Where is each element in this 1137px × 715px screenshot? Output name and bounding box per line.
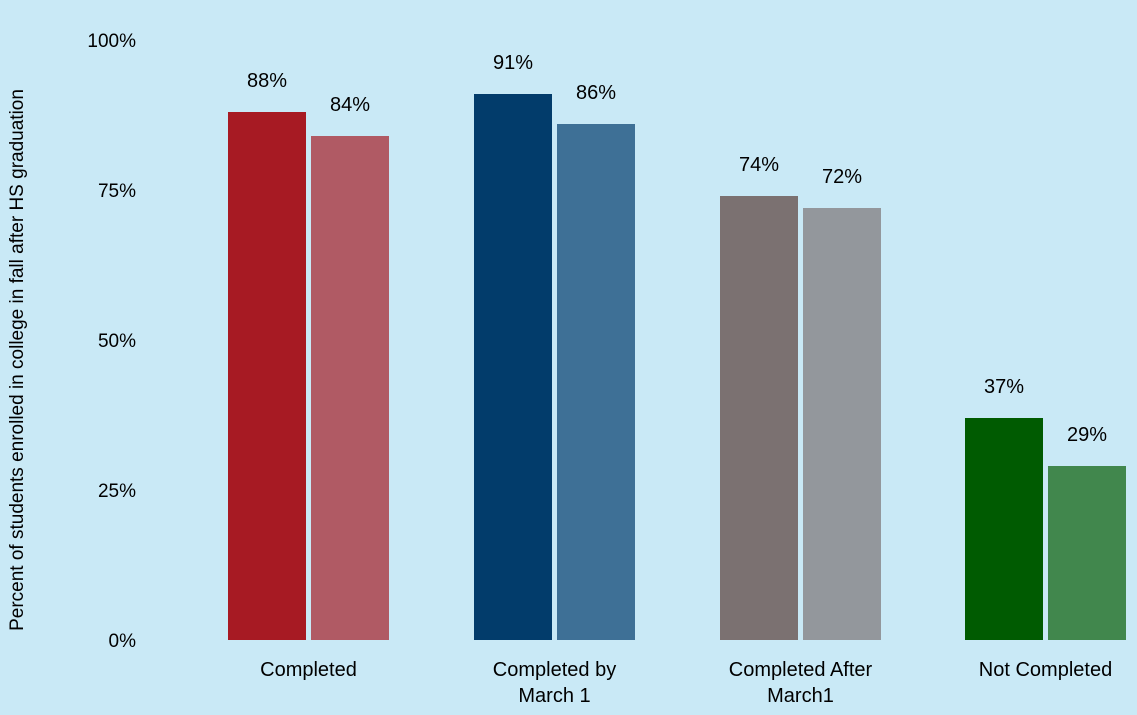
category-labels: Completed Completed by March 1 Completed Af…	[260, 659, 1112, 707]
data-label: 88%	[247, 70, 287, 92]
data-label: 72%	[822, 166, 862, 188]
data-label: 74%	[739, 154, 779, 176]
category-label: Completed After	[729, 659, 873, 681]
data-label: 37%	[984, 376, 1024, 398]
data-labels: 88% 84% 91% 86% 74% 72% 37% 29%	[247, 52, 1107, 446]
y-tick-label: 0%	[109, 631, 137, 652]
bar	[474, 94, 552, 640]
category-label: Completed by	[493, 659, 616, 681]
y-axis-ticks: 0% 25% 50% 75% 100%	[87, 31, 136, 652]
y-tick-label: 75%	[98, 181, 136, 202]
bar	[557, 124, 635, 640]
bar	[311, 136, 389, 640]
category-label: March1	[767, 685, 834, 707]
y-tick-label: 25%	[98, 481, 136, 502]
category-label: Completed	[260, 659, 357, 681]
y-tick-label: 100%	[87, 31, 136, 52]
data-label: 84%	[330, 94, 370, 116]
bar	[720, 196, 798, 640]
y-tick-label: 50%	[98, 331, 136, 352]
data-label: 91%	[493, 52, 533, 74]
bar	[1048, 466, 1126, 640]
bar	[228, 112, 306, 640]
category-label: Not Completed	[979, 659, 1112, 681]
data-label: 29%	[1067, 424, 1107, 446]
data-label: 86%	[576, 82, 616, 104]
category-label: March 1	[518, 685, 590, 707]
bars	[228, 94, 1126, 640]
bar	[965, 418, 1043, 640]
bar	[803, 208, 881, 640]
y-axis-label: Percent of students enrolled in college …	[7, 89, 28, 631]
